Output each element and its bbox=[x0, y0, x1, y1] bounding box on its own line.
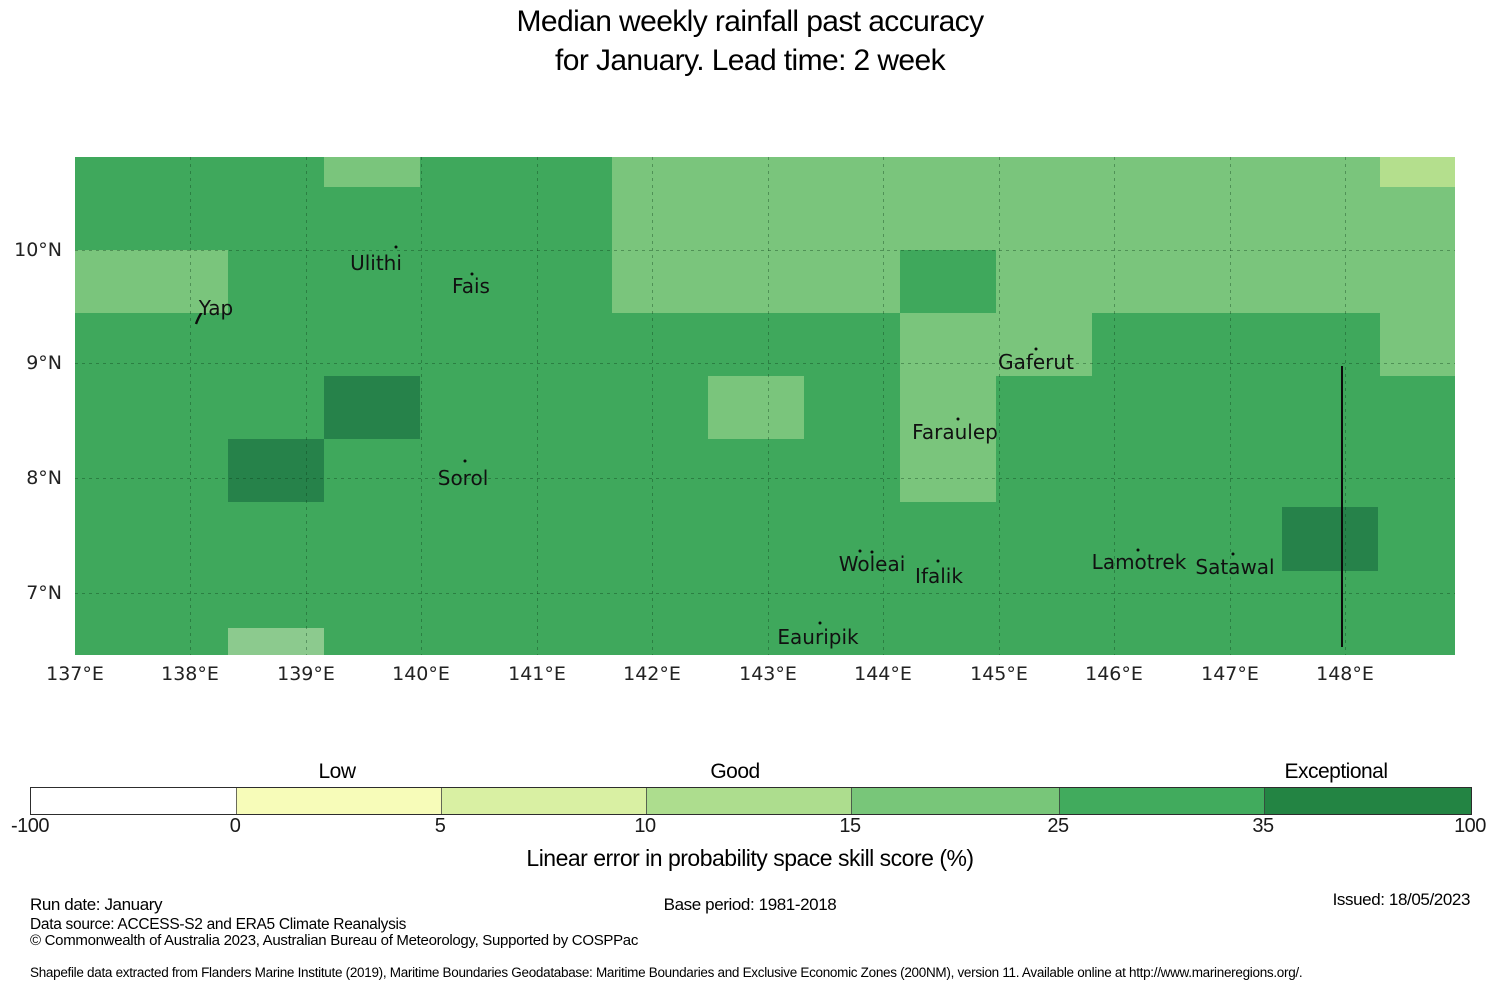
map-cell bbox=[996, 250, 1455, 313]
gridline-vertical bbox=[306, 157, 307, 655]
colorbar-quality-label: Exceptional bbox=[1284, 760, 1388, 783]
x-tick-label: 137°E bbox=[46, 663, 104, 685]
colorbar-axis-label: Linear error in probability space skill … bbox=[526, 845, 974, 871]
map-cell bbox=[324, 376, 420, 439]
colorbar-segment bbox=[851, 788, 1059, 814]
colorbar-segment bbox=[31, 788, 236, 814]
island-dot-sorol bbox=[463, 459, 467, 463]
x-tick-label: 140°E bbox=[392, 663, 450, 685]
island-dot-lamotrek bbox=[1136, 548, 1140, 552]
island-label-yap: Yap bbox=[198, 296, 234, 320]
gridline-horizontal bbox=[75, 593, 1455, 594]
island-dot-fais bbox=[470, 272, 474, 276]
island-label-eauripik: Eauripik bbox=[777, 625, 859, 649]
colorbar-tick-label: -100 bbox=[10, 815, 50, 837]
footer-base-period: Base period: 1981-2018 bbox=[663, 895, 837, 914]
colorbar-segment bbox=[1059, 788, 1264, 814]
x-tick-label: 147°E bbox=[1201, 663, 1259, 685]
map-cell bbox=[708, 376, 804, 439]
colorbar-segment bbox=[646, 788, 851, 814]
colorbar bbox=[30, 787, 1472, 815]
colorbar-tick-label: 35 bbox=[1252, 815, 1274, 837]
island-dot-woleai bbox=[870, 550, 874, 554]
x-tick-label: 145°E bbox=[970, 663, 1028, 685]
gridline-vertical bbox=[421, 157, 422, 655]
island-dot-satawal bbox=[1231, 552, 1235, 556]
map-cell bbox=[228, 439, 324, 502]
colorbar-tick-label: 10 bbox=[634, 815, 656, 837]
footer-shapefile-note: Shapefile data extracted from Flanders M… bbox=[30, 965, 1303, 980]
map-cell bbox=[900, 313, 1092, 376]
island-label-ifalik: Ifalik bbox=[915, 564, 963, 588]
island-label-lamotrek: Lamotrek bbox=[1091, 550, 1187, 574]
gridline-vertical bbox=[1114, 157, 1115, 655]
island-dot-eauripik bbox=[818, 621, 822, 625]
map-cell bbox=[612, 157, 1455, 250]
island-dot-faraulep bbox=[956, 417, 960, 421]
gridline-horizontal bbox=[75, 478, 1455, 479]
gridline-vertical bbox=[883, 157, 884, 655]
colorbar-tick-label: 5 bbox=[434, 815, 446, 837]
x-tick-label: 143°E bbox=[739, 663, 797, 685]
x-tick-label: 139°E bbox=[277, 663, 335, 685]
colorbar-tick-label: 15 bbox=[839, 815, 861, 837]
gridline-horizontal bbox=[75, 250, 1455, 251]
island-label-satawal: Satawal bbox=[1195, 555, 1275, 579]
island-label-woleai: Woleai bbox=[838, 552, 906, 576]
footer-run-date: Run date: January bbox=[30, 895, 163, 914]
y-tick-label: 9°N bbox=[26, 352, 62, 374]
island-label-faraulep: Faraulep bbox=[912, 420, 998, 444]
x-tick-label: 142°E bbox=[623, 663, 681, 685]
colorbar-quality-label: Good bbox=[710, 760, 760, 783]
island-label-sorol: Sorol bbox=[437, 466, 489, 490]
island-dot-ifalik bbox=[936, 559, 940, 563]
chart-title-line1: Median weekly rainfall past accuracy bbox=[516, 5, 985, 38]
footer-data-source: Data source: ACCESS-S2 and ERA5 Climate … bbox=[30, 916, 407, 933]
y-tick-label: 8°N bbox=[26, 467, 62, 489]
island-dot-woleai bbox=[858, 549, 862, 553]
gridline-vertical bbox=[1230, 157, 1231, 655]
gridline-vertical bbox=[652, 157, 653, 655]
island-label-gaferut: Gaferut bbox=[998, 350, 1074, 374]
colorbar-tick-label: 0 bbox=[229, 815, 241, 837]
colorbar-tick-label: 100 bbox=[1454, 815, 1486, 837]
island-dot-gaferut bbox=[1034, 347, 1038, 351]
island-dot-ulithi bbox=[394, 245, 398, 249]
x-tick-label: 146°E bbox=[1085, 663, 1143, 685]
y-tick-label: 7°N bbox=[26, 582, 62, 604]
footer-issued: Issued: 18/05/2023 bbox=[1332, 890, 1471, 909]
eez-boundary-line bbox=[1341, 366, 1343, 647]
map-cell bbox=[75, 250, 228, 313]
chart-title-line2: for January. Lead time: 2 week bbox=[555, 44, 946, 77]
gridline-vertical bbox=[999, 157, 1000, 655]
gridline-vertical bbox=[768, 157, 769, 655]
x-tick-label: 141°E bbox=[508, 663, 566, 685]
y-tick-label: 10°N bbox=[14, 239, 62, 261]
map-cell bbox=[1380, 157, 1455, 187]
x-tick-label: 148°E bbox=[1316, 663, 1374, 685]
gridline-horizontal bbox=[75, 363, 1455, 364]
x-tick-label: 138°E bbox=[161, 663, 219, 685]
map-cell bbox=[228, 628, 324, 655]
colorbar-segment bbox=[236, 788, 441, 814]
colorbar-tick-label: 25 bbox=[1047, 815, 1069, 837]
map-cell bbox=[900, 376, 996, 502]
map-cell bbox=[1380, 313, 1455, 376]
map-region: Yap Ulithi Fais Sorol Gaferut Faraulep Woleai I… bbox=[75, 157, 1455, 655]
island-label-fais: Fais bbox=[452, 274, 490, 298]
map-cell bbox=[324, 157, 420, 187]
colorbar-quality-label: Low bbox=[318, 760, 356, 783]
map-cell bbox=[1282, 507, 1378, 571]
colorbar-segment bbox=[1264, 788, 1471, 814]
map-cell bbox=[612, 250, 900, 313]
island-label-ulithi: Ulithi bbox=[350, 251, 402, 275]
gridline-vertical bbox=[190, 157, 191, 655]
x-tick-label: 144°E bbox=[854, 663, 912, 685]
gridline-vertical bbox=[537, 157, 538, 655]
gridline-vertical bbox=[1345, 157, 1346, 655]
footer-copyright: © Commonwealth of Australia 2023, Austra… bbox=[30, 932, 639, 949]
chart-title: Median weekly rainfall past accuracy for… bbox=[516, 2, 985, 80]
colorbar-segment bbox=[441, 788, 646, 814]
